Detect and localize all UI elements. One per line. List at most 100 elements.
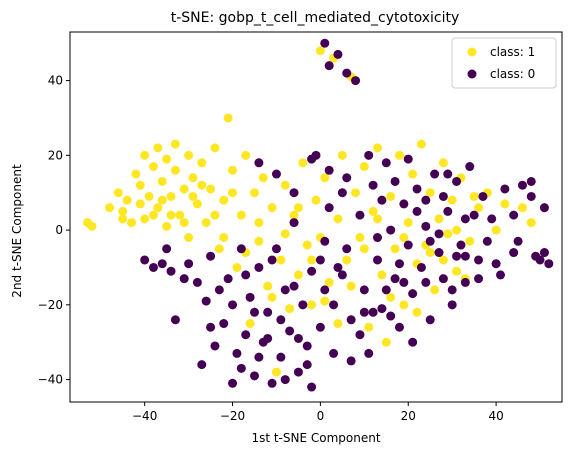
data-point [162, 154, 172, 164]
data-point [315, 255, 325, 265]
legend-box [451, 37, 557, 89]
data-point [474, 203, 484, 213]
data-point [135, 199, 145, 209]
data-point [474, 274, 484, 284]
data-point [412, 184, 422, 194]
data-point [460, 251, 470, 261]
data-point [447, 195, 457, 205]
data-point [289, 188, 299, 198]
data-point [267, 378, 277, 388]
data-point [412, 206, 422, 216]
data-point [456, 240, 466, 250]
data-point [373, 214, 382, 224]
data-point [469, 210, 479, 220]
data-point [324, 61, 334, 71]
data-point [333, 319, 343, 329]
data-point [491, 225, 501, 235]
data-point [245, 319, 255, 329]
data-point [452, 225, 462, 235]
data-point [399, 233, 409, 243]
data-point [157, 176, 167, 186]
data-point [333, 49, 343, 59]
data-point [307, 382, 317, 392]
data-point [460, 277, 470, 287]
data-point [408, 337, 418, 347]
y-tick-label: 20 [48, 148, 63, 162]
data-point [223, 274, 233, 284]
data-point [315, 322, 325, 332]
data-point [307, 300, 317, 310]
data-point [364, 322, 374, 332]
data-point [342, 244, 352, 254]
data-point [293, 333, 303, 343]
data-point [219, 233, 229, 243]
data-point [421, 277, 431, 287]
data-point [280, 180, 290, 190]
data-point [368, 206, 378, 216]
data-point [289, 210, 299, 220]
data-point [267, 203, 277, 213]
data-point [447, 285, 457, 295]
data-point [425, 248, 435, 258]
data-point [250, 307, 259, 317]
data-point [430, 169, 440, 179]
data-point [399, 199, 409, 209]
data-point [539, 203, 549, 213]
data-point [425, 236, 435, 246]
data-point [491, 259, 501, 269]
data-point [403, 240, 413, 250]
data-point [131, 169, 141, 179]
data-point [368, 307, 378, 317]
data-point [184, 259, 194, 269]
data-point [122, 195, 132, 205]
data-point [271, 244, 281, 254]
data-point [179, 184, 189, 194]
data-point [526, 191, 536, 201]
data-point [140, 214, 150, 224]
data-point [250, 188, 259, 198]
data-point [280, 285, 290, 295]
data-point [399, 300, 409, 310]
data-point [162, 244, 172, 254]
data-point [210, 341, 220, 351]
data-point [250, 371, 259, 381]
data-point [408, 289, 418, 299]
data-point [355, 233, 365, 243]
data-point [434, 229, 444, 239]
legend-label: class: 1 [490, 45, 535, 59]
data-point [201, 296, 211, 306]
data-point [517, 203, 527, 213]
data-point [197, 158, 207, 168]
data-point [355, 210, 365, 220]
data-point [517, 180, 527, 190]
data-point [285, 304, 295, 314]
data-point [254, 236, 264, 246]
data-point [425, 315, 435, 325]
data-point [438, 274, 448, 284]
data-point [219, 195, 229, 205]
data-point [487, 214, 497, 224]
data-point [223, 113, 233, 123]
y-tick-label: −40 [38, 373, 63, 387]
x-tick-label: 40 [488, 409, 503, 423]
data-point [236, 363, 246, 373]
y-axis-ticks: −40 −20 0 20 40 [38, 74, 70, 387]
data-point [263, 281, 273, 291]
data-point [166, 191, 176, 201]
data-point [197, 360, 207, 370]
data-point [175, 210, 185, 220]
data-point [197, 180, 207, 190]
data-point [500, 199, 510, 209]
data-point [337, 270, 347, 280]
data-point [346, 315, 356, 325]
data-point [157, 195, 167, 205]
data-point [346, 281, 356, 291]
data-point [399, 277, 409, 287]
data-point [148, 210, 158, 220]
data-point [118, 214, 128, 224]
data-point [482, 236, 492, 246]
data-point [465, 236, 475, 246]
data-point [526, 176, 536, 186]
data-point [228, 300, 238, 310]
data-point [267, 255, 277, 265]
